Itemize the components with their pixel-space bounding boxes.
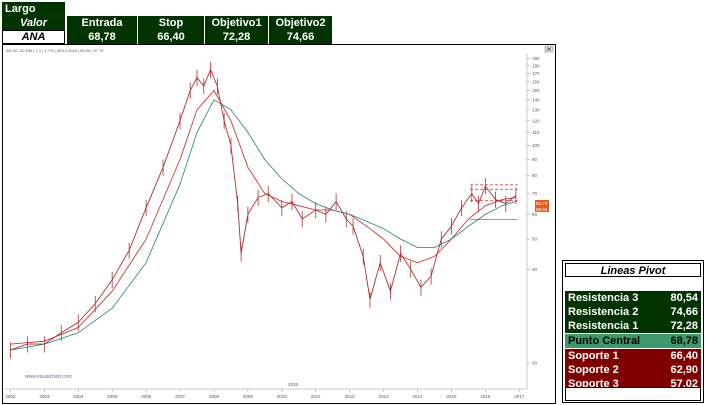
pivot-row-label: Soporte 1: [568, 350, 619, 362]
pivot-row-soporte-2: Soporte 2 62,90: [565, 363, 701, 377]
x-tick-label: 2006: [141, 394, 152, 399]
y-tick-label: 100: [532, 143, 540, 148]
y-tick-label: 170: [532, 71, 540, 76]
pivot-row-soporte-1: Soporte 1 66,40: [565, 349, 701, 363]
pivot-row-label: Resistencia 2: [568, 306, 639, 318]
x-tick-label: 2013: [379, 394, 390, 399]
y-tick-label: 40: [532, 267, 538, 272]
pivot-row-resistencia-1: Resistencia 1 72,28: [565, 319, 701, 333]
col-objetivo1: Objetivo1: [205, 16, 268, 30]
pivot-row-value: 74,66: [670, 306, 698, 318]
pivot-lines-panel: Lineas Pivot Resistencia 3 80,54 Resistenc…: [562, 260, 704, 403]
pivot-row-value: 68,78: [670, 335, 698, 347]
x-tick-label: 2010: [277, 394, 288, 399]
watermark: www.visualchart.com: [25, 374, 72, 380]
y-tick-label: 90: [532, 157, 538, 162]
x-tick-label: 2009: [243, 394, 254, 399]
title-cell: Largo: [2, 2, 65, 16]
pivot-row-value: 80,54: [670, 292, 698, 304]
price-tag-2: 68,04: [535, 206, 549, 212]
pivot-row-label: Soporte 2: [568, 364, 619, 376]
chart-status-text: AN.3C: 62,190 | 7,1 | 1,7% | 29/12-2016 …: [6, 48, 104, 53]
chart-series: [9, 61, 517, 359]
pivot-footer: [565, 387, 701, 401]
y-tick-label: 190: [532, 56, 540, 61]
y-tick-label: 20: [532, 361, 538, 366]
x-tick-label: 2012: [345, 394, 356, 399]
price-series-line: [10, 68, 517, 351]
row2-label: ANA: [2, 30, 65, 44]
price-tag-1: 68,78: [535, 200, 549, 206]
chart-panel[interactable]: AN.3C: 62,190 | 7,1 | 1,7% | 29/12-2016 …: [2, 44, 556, 404]
y-tick-label: 130: [532, 107, 540, 112]
x-tick-label: 2005: [107, 394, 118, 399]
col-stop: Stop: [138, 16, 204, 30]
pivot-row-value: 72,28: [670, 320, 698, 332]
row1-label: Valor: [2, 16, 65, 30]
pivot-row-label: Resistencia 1: [568, 320, 639, 332]
pivot-title: Lineas Pivot: [565, 263, 701, 277]
pivot-row-punto-central: Punto Central 68,78: [565, 334, 701, 348]
x-tick-label: 2017: [514, 394, 525, 399]
col-entrada: Entrada: [67, 16, 137, 30]
x-tick-label: 2015: [446, 394, 457, 399]
pivot-row-resistencia-3: Resistencia 3 80,54: [565, 291, 701, 305]
y-tick-label: 60: [532, 212, 538, 217]
val-objetivo1: 72,28: [205, 30, 268, 44]
price-chart[interactable]: AN.3C: 62,190 | 7,1 | 1,7% | 29/12-2016 …: [3, 45, 555, 403]
moving-average-teal: [10, 99, 517, 351]
close-icon[interactable]: [544, 45, 554, 53]
y-tick-label: 140: [532, 97, 540, 102]
y-tick-label: 150: [532, 88, 540, 93]
y-tick-label: 70: [532, 191, 538, 196]
x-tick-label: 2004: [73, 394, 84, 399]
val-objetivo2: 74,66: [269, 30, 332, 44]
y-tick-label: 180: [532, 63, 540, 68]
pivot-row-resistencia-2: Resistencia 2 74,66: [565, 305, 701, 319]
moving-average-red: [10, 89, 516, 345]
col-objetivo2: Objetivo2: [269, 16, 332, 30]
svg-text:68,78: 68,78: [536, 201, 548, 206]
pivot-row-label: Punto Central: [568, 335, 641, 347]
svg-text:68,04: 68,04: [536, 207, 548, 212]
pivot-row-value: 66,40: [670, 350, 698, 362]
x-tick-label: 2007: [175, 394, 186, 399]
x-tick-label: 2003: [39, 394, 50, 399]
x-tick-label: 2014: [413, 394, 424, 399]
y-axis-ticks: 20 40 50 60 70 80 90 100 110 120 130 140 150 160 170 18…: [527, 56, 540, 366]
val-stop: 66,40: [138, 30, 204, 44]
x-tick-label: 2016: [480, 394, 491, 399]
y-tick-label: 50: [532, 237, 538, 242]
x-tick-label: 2002: [5, 394, 16, 399]
x-tick-label: 2011: [311, 394, 321, 399]
y-tick-label: 120: [532, 118, 540, 123]
year-label: 2016: [288, 382, 299, 387]
val-entrada: 68,78: [67, 30, 137, 44]
y-tick-label: 80: [532, 173, 538, 178]
y-tick-label: 110: [532, 130, 540, 135]
x-tick-label: 2008: [209, 394, 220, 399]
pivot-row-label: Resistencia 3: [568, 292, 639, 304]
y-tick-label: 160: [532, 79, 540, 84]
x-axis-ticks: 2002 2003 2004 2005 2006 2007 2008 2009 2010 2011…: [5, 389, 525, 399]
pivot-row-value: 62,90: [670, 364, 698, 376]
